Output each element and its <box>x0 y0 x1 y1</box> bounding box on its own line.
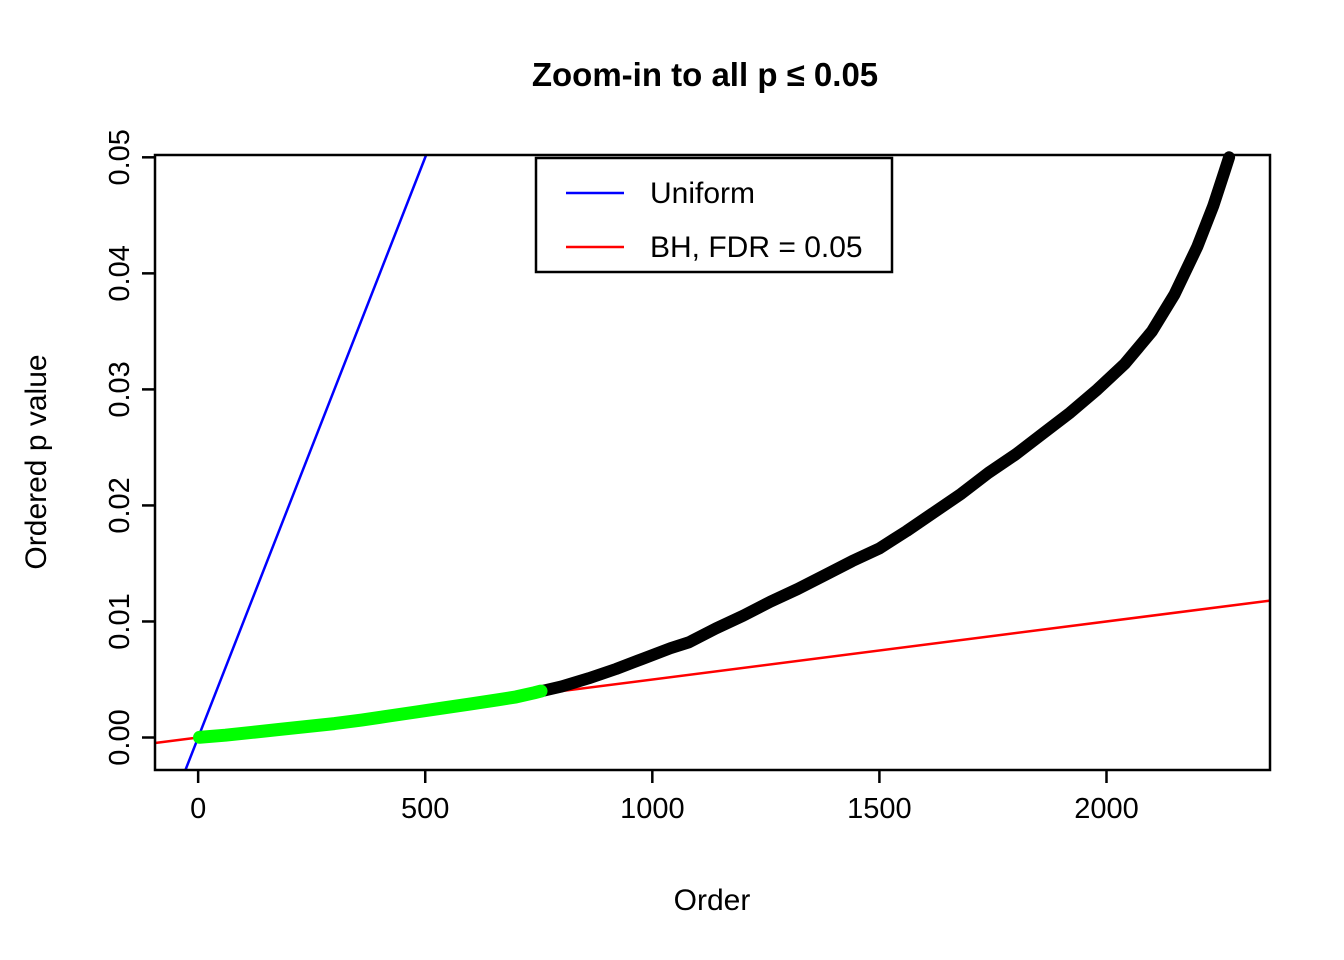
plot-area: 0 500 1000 1500 2000 0.00 0.01 0.02 0.03 0.04 0.05 <box>104 129 1272 825</box>
x-tick-label: 1500 <box>847 793 912 825</box>
x-tick-label: 0 <box>190 793 206 825</box>
legend: Uniform BH, FDR = 0.05 <box>534 156 894 274</box>
y-tick-label: 0.04 <box>104 245 136 301</box>
plot-box <box>153 153 1272 772</box>
y-axis-label: Ordered p value <box>20 354 53 569</box>
legend-label-bh: BH, FDR = 0.05 <box>650 231 863 264</box>
abline-Uniform <box>184 154 428 771</box>
y-tick-label: 0.03 <box>104 361 136 417</box>
series-ordered p values (not significant) <box>528 151 1236 699</box>
plot-title: Zoom-in to all p ≤ 0.05 <box>532 56 878 93</box>
x-axis-label: Order <box>674 884 751 917</box>
legend-label-uniform: Uniform <box>650 177 755 210</box>
y-tick-label: 0.02 <box>104 477 136 533</box>
x-tick-label: 1000 <box>620 793 685 825</box>
x-tick-label: 2000 <box>1074 793 1139 825</box>
y-tick-label: 0.00 <box>104 709 136 765</box>
legend-box <box>534 156 894 274</box>
y-tick-label: 0.05 <box>104 129 136 185</box>
series-ordered p values significant by BH <box>193 684 548 744</box>
y-tick-label: 0.01 <box>104 593 136 649</box>
x-tick-label: 500 <box>401 793 449 825</box>
